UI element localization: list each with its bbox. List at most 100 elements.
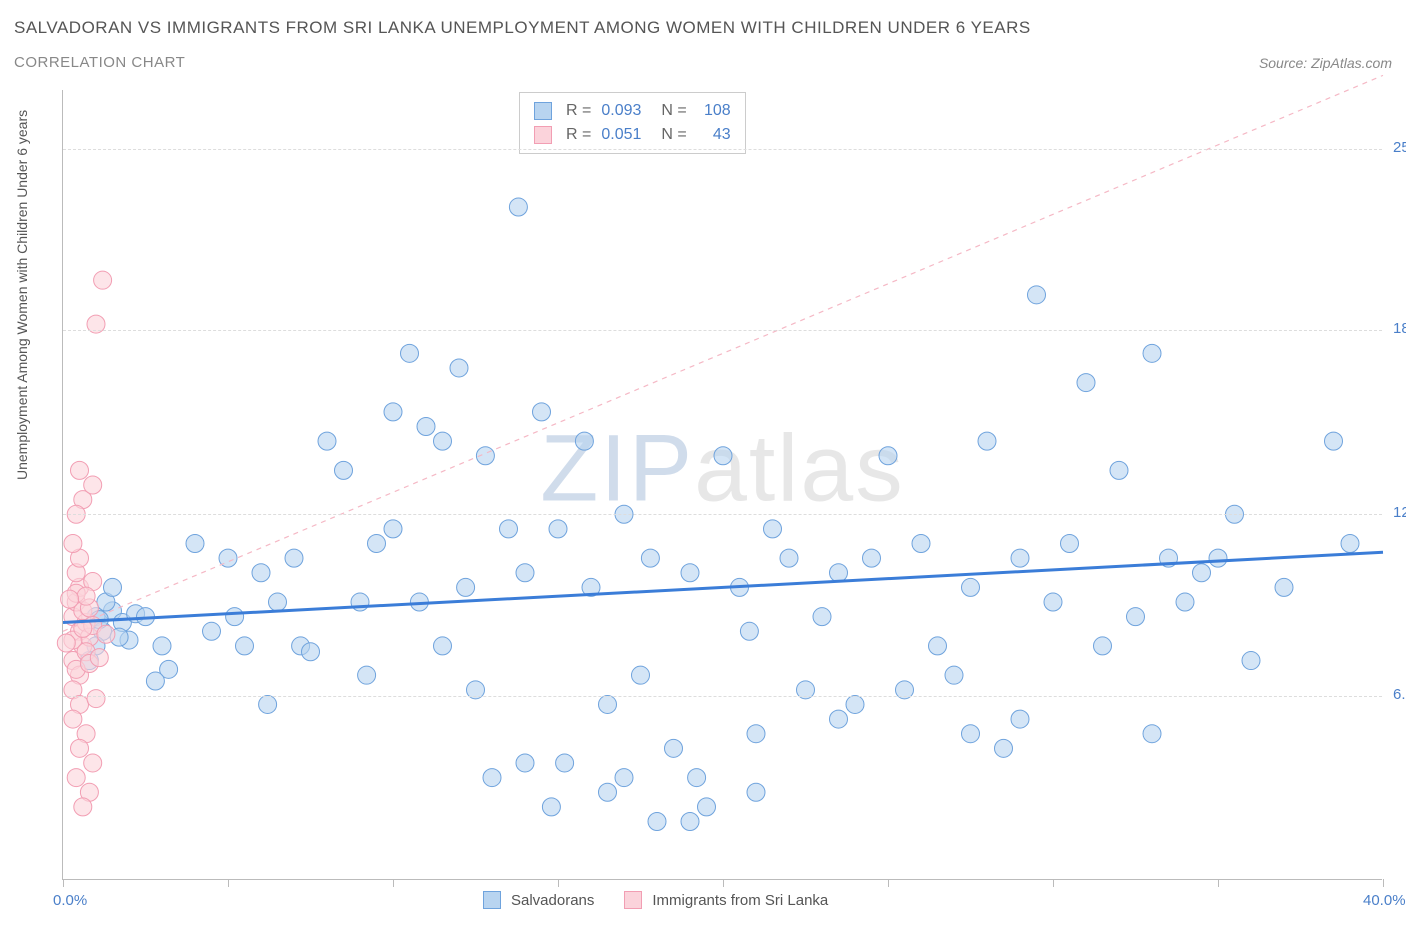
trendline [63, 552, 1383, 622]
data-point [714, 447, 732, 465]
n-value: 43 [697, 123, 731, 147]
data-point [615, 769, 633, 787]
data-point [285, 549, 303, 567]
data-point [153, 637, 171, 655]
data-point [1143, 344, 1161, 362]
data-point [1176, 593, 1194, 611]
x-tick [1383, 879, 1384, 887]
data-point [384, 403, 402, 421]
data-point [302, 643, 320, 661]
x-tick [228, 879, 229, 887]
data-point [1077, 374, 1095, 392]
data-point [57, 634, 75, 652]
y-tick-label: 12.5% [1393, 504, 1406, 521]
data-point [64, 535, 82, 553]
data-point [780, 549, 798, 567]
data-point [929, 637, 947, 655]
source-citation: Source: ZipAtlas.com [1259, 55, 1392, 71]
data-point [77, 587, 95, 605]
data-point [632, 666, 650, 684]
legend-label: Immigrants from Sri Lanka [652, 892, 828, 909]
data-point [71, 739, 89, 757]
data-point [84, 476, 102, 494]
legend-swatch [624, 891, 642, 909]
data-point [681, 812, 699, 830]
data-point [368, 535, 386, 553]
y-tick-label: 6.3% [1393, 686, 1406, 703]
n-value: 108 [697, 99, 731, 123]
data-point [1061, 535, 1079, 553]
chart-title: SALVADORAN VS IMMIGRANTS FROM SRI LANKA … [14, 18, 1031, 38]
legend-swatch [483, 891, 501, 909]
data-point [830, 710, 848, 728]
r-label: R = [566, 123, 591, 147]
gridline [63, 149, 1382, 150]
data-point [688, 769, 706, 787]
data-point [457, 578, 475, 596]
chart-subtitle: CORRELATION CHART [14, 54, 185, 71]
legend-swatch [534, 126, 552, 144]
data-point [542, 798, 560, 816]
data-point [681, 564, 699, 582]
data-point [236, 637, 254, 655]
legend-item: Immigrants from Sri Lanka [624, 891, 828, 909]
data-point [509, 198, 527, 216]
subtitle-row: CORRELATION CHART Source: ZipAtlas.com [14, 54, 1392, 71]
gridline [63, 696, 1382, 697]
legend-item: Salvadorans [483, 891, 594, 909]
data-point [417, 417, 435, 435]
data-point [641, 549, 659, 567]
data-point [146, 672, 164, 690]
data-point [1209, 549, 1227, 567]
r-value: 0.051 [601, 123, 651, 147]
data-point [556, 754, 574, 772]
data-point [384, 520, 402, 538]
data-point [599, 783, 617, 801]
data-point [1325, 432, 1343, 450]
data-point [830, 564, 848, 582]
data-point [740, 622, 758, 640]
data-point [335, 461, 353, 479]
data-point [648, 812, 666, 830]
data-point [483, 769, 501, 787]
data-point [846, 695, 864, 713]
data-point [1193, 564, 1211, 582]
y-axis-label: Unemployment Among Women with Children U… [14, 110, 30, 480]
data-point [203, 622, 221, 640]
data-point [995, 739, 1013, 757]
data-point [71, 461, 89, 479]
data-point [252, 564, 270, 582]
data-point [665, 739, 683, 757]
data-point [764, 520, 782, 538]
data-point [318, 432, 336, 450]
data-point [863, 549, 881, 567]
data-point [500, 520, 518, 538]
x-tick [1218, 879, 1219, 887]
data-point [1011, 549, 1029, 567]
data-point [533, 403, 551, 421]
data-point [61, 590, 79, 608]
data-point [1341, 535, 1359, 553]
series-legend: Salvadorans Immigrants from Sri Lanka [483, 891, 828, 909]
data-point [1028, 286, 1046, 304]
x-tick [723, 879, 724, 887]
data-point [1275, 578, 1293, 596]
data-point [1011, 710, 1029, 728]
y-tick-label: 18.8% [1393, 320, 1406, 337]
n-label: N = [661, 99, 686, 123]
data-point [269, 593, 287, 611]
x-min-label: 0.0% [53, 892, 87, 909]
stats-legend: R = 0.093 N = 108R = 0.051 N = 43 [519, 92, 746, 154]
data-point [747, 725, 765, 743]
data-point [259, 695, 277, 713]
data-point [962, 725, 980, 743]
data-point [1242, 652, 1260, 670]
data-point [912, 535, 930, 553]
data-point [698, 798, 716, 816]
data-point [549, 520, 567, 538]
data-point [97, 625, 115, 643]
data-point [1094, 637, 1112, 655]
x-tick [558, 879, 559, 887]
data-point [1110, 461, 1128, 479]
legend-swatch [534, 102, 552, 120]
